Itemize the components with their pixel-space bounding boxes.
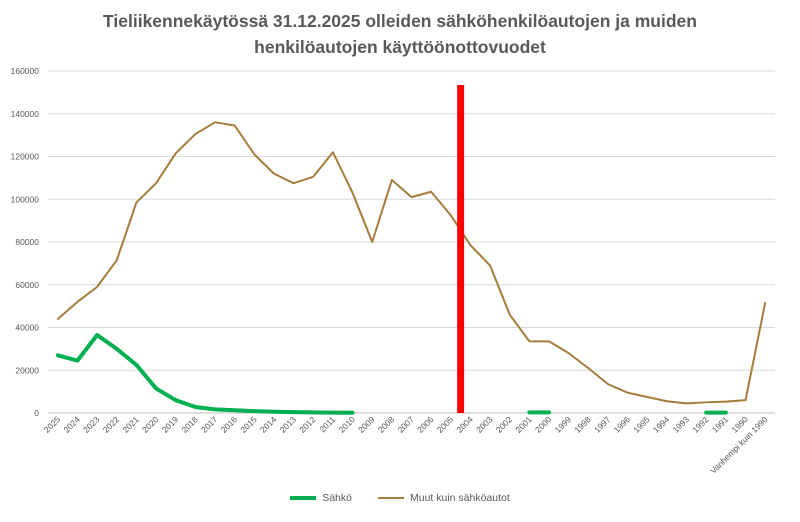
x-tick-label: 2023 (81, 414, 102, 435)
x-tick-label: 2015 (238, 414, 259, 435)
x-tick-label: 1991 (710, 414, 731, 435)
x-tick-label: 1993 (671, 414, 692, 435)
y-tick-label: 100000 (11, 194, 40, 204)
x-tick-label: 1996 (612, 414, 633, 435)
legend-label-other: Muut kuin sähköautot (409, 492, 510, 504)
x-tick-label: 2022 (101, 414, 122, 435)
y-tick-label: 60000 (15, 280, 39, 290)
x-tick-label: 2025 (42, 414, 63, 435)
x-tick-label: 2002 (494, 414, 515, 435)
series-line-electric (55, 332, 355, 415)
x-tick-label: 2012 (297, 414, 318, 435)
x-tick-label: 2024 (61, 414, 82, 435)
x-tick-label: 2005 (435, 414, 456, 435)
x-tick-label: 2007 (395, 414, 416, 435)
x-tick-label: 1995 (631, 414, 652, 435)
y-tick-label: 40000 (15, 323, 39, 333)
legend-swatch-electric (290, 496, 317, 500)
x-tick-label: 2018 (179, 414, 200, 435)
x-tick-label: 2017 (199, 414, 220, 435)
x-tick-label: 2010 (337, 414, 358, 435)
x-tick-label: 2021 (120, 414, 141, 435)
x-tick-label: 2020 (140, 414, 161, 435)
chart-title-line-1: Tieliikennekäytössä 31.12.2025 olleiden … (103, 11, 697, 31)
x-tick-label: 2004 (454, 414, 475, 435)
x-tick-label: 2003 (474, 414, 495, 435)
x-tick-label: 2009 (356, 414, 377, 435)
chart-title-line-2: henkilöautojen käyttöönottovuodet (254, 37, 546, 57)
x-tick-label: 1992 (690, 414, 711, 435)
x-tick-label: 2014 (258, 414, 279, 435)
y-tick-label: 80000 (15, 237, 39, 247)
y-tick-label: 160000 (11, 66, 40, 76)
chart-title: Tieliikennekäytössä 31.12.2025 olleiden … (0, 8, 800, 60)
legend-item-other: Muut kuin sähköautot (377, 492, 510, 504)
x-tick-label: 1999 (553, 414, 574, 435)
x-tick-label: 2013 (278, 414, 299, 435)
x-tick-label: 1998 (572, 414, 593, 435)
legend: Sähkö Muut kuin sähköautot (0, 492, 800, 504)
x-tick-label: 1997 (592, 414, 613, 435)
x-tick-label: 2019 (160, 414, 181, 435)
series-line-other (56, 121, 767, 405)
x-tick-label: 1994 (651, 414, 672, 435)
x-tick-label: 2011 (317, 414, 337, 434)
x-tick-label: 2001 (513, 414, 534, 435)
x-tick-label: 2000 (533, 414, 554, 435)
y-tick-label: 140000 (11, 109, 40, 119)
x-tick-label: 2006 (415, 414, 436, 435)
legend-swatch-other (377, 497, 404, 499)
y-tick-label: 0 (34, 408, 39, 418)
x-tick-label: 2016 (219, 414, 240, 435)
y-tick-label: 20000 (15, 365, 39, 375)
legend-label-electric: Sähkö (322, 492, 352, 504)
x-tick-label: 2008 (376, 414, 397, 435)
legend-item-electric: Sähkö (290, 492, 352, 504)
y-tick-label: 120000 (11, 152, 40, 162)
